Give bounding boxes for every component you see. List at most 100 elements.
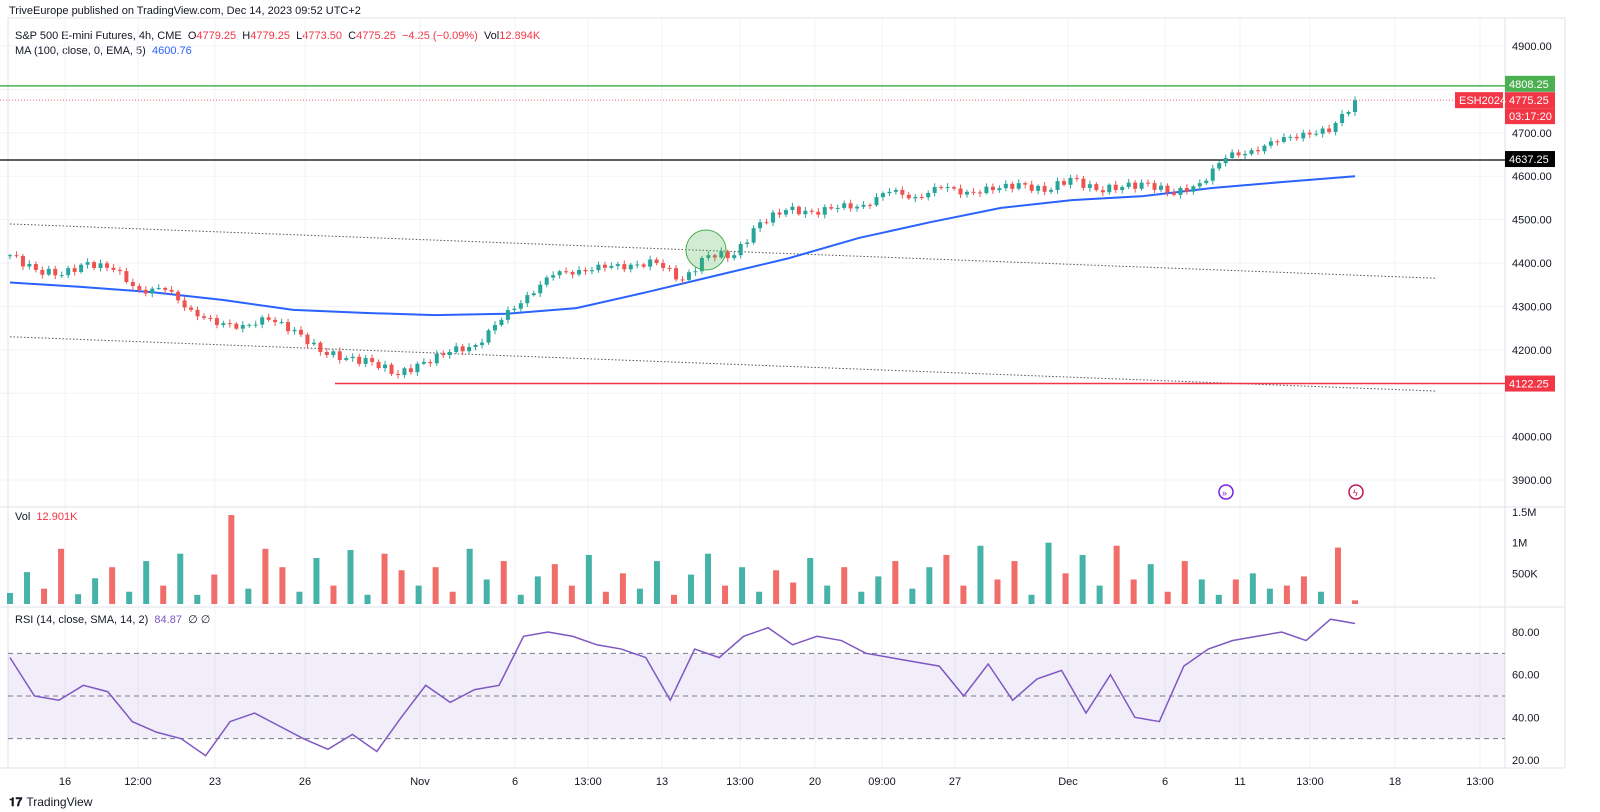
candle-body: [92, 262, 97, 268]
ma-legend[interactable]: MA (100, close, 0, EMA, 5) 4600.76: [15, 45, 192, 57]
vol-value: 12.894K: [499, 30, 541, 42]
candle-body: [1268, 141, 1273, 146]
candle-body: [1139, 182, 1144, 189]
last-price-label: 4775.25: [1509, 95, 1549, 107]
time-tick: 23: [209, 776, 221, 788]
candle-body: [758, 222, 763, 229]
candle-body: [1301, 132, 1306, 139]
time-tick: 6: [512, 776, 518, 788]
volume-tick: 1M: [1512, 538, 1527, 550]
candle-body: [247, 324, 252, 326]
candle-body: [777, 212, 782, 215]
volume-legend[interactable]: Vol 12.901K: [15, 511, 77, 523]
candle-body: [227, 323, 232, 325]
candle-body: [253, 324, 258, 326]
candle-body: [486, 330, 491, 343]
candle-body: [764, 222, 769, 224]
volume-bar: [585, 554, 592, 604]
candle-body: [790, 206, 795, 211]
volume-bar: [790, 582, 797, 604]
volume-bar: [824, 585, 831, 604]
resistance-price-label-bg: [1505, 75, 1555, 92]
candle-body: [143, 289, 148, 294]
symbol-name[interactable]: S&P 500 E-mini Futures, 4h, CME: [15, 30, 182, 42]
low-value: 4773.50: [302, 30, 343, 42]
candle-body: [557, 271, 562, 276]
volume-bar: [347, 550, 354, 604]
resistance-price-label: 4808.25: [1509, 79, 1549, 91]
volume-bar: [143, 561, 150, 604]
volume-bar: [211, 574, 218, 604]
volume-bar: [41, 588, 48, 604]
tv-logo-icon: 𝟏𝟕: [9, 795, 23, 809]
candle-body: [286, 322, 291, 332]
volume-bar: [194, 594, 201, 604]
price-tick: 4600.00: [1512, 171, 1552, 183]
candle-body: [1171, 192, 1176, 195]
volume-bar: [773, 570, 780, 604]
candle-body: [1146, 182, 1151, 184]
volume-bar: [892, 561, 899, 604]
volume-bar: [875, 576, 882, 604]
volume-bar: [24, 572, 31, 604]
candle-body: [1049, 189, 1054, 192]
open-value: 4779.25: [196, 30, 237, 42]
tradingview-logo[interactable]: 𝟏𝟕 TradingView: [9, 795, 92, 809]
candle-body: [163, 288, 168, 290]
candle-body: [1314, 133, 1319, 135]
volume-bar: [58, 548, 65, 604]
candle-body: [59, 275, 64, 277]
volume-bar: [1028, 594, 1035, 604]
candle-body: [893, 189, 898, 192]
countdown-label: 03:17:20: [1509, 111, 1552, 123]
candle-body: [926, 192, 931, 198]
candle-body: [305, 334, 310, 345]
candle-body: [518, 303, 523, 309]
candle-body: [480, 342, 485, 346]
candle-body: [680, 279, 685, 281]
candle-body: [1243, 154, 1248, 156]
candle-body: [240, 325, 245, 329]
candle-body: [46, 268, 51, 275]
price-tick: 4200.00: [1512, 345, 1552, 357]
volume-bar: [262, 548, 269, 604]
candle-body: [279, 322, 284, 324]
candle-body: [725, 251, 730, 259]
price-tick: 4700.00: [1512, 128, 1552, 140]
candle-body: [745, 242, 750, 245]
rsi-line: [9, 618, 1356, 757]
close-label: C: [348, 30, 357, 42]
candle-body: [919, 197, 924, 199]
time-tick: 11: [1234, 776, 1245, 788]
candle-body: [189, 307, 194, 310]
candle-body: [1120, 187, 1125, 191]
candle-body: [932, 186, 937, 193]
candle-body: [499, 319, 504, 326]
volume-bar: [1215, 594, 1222, 604]
candle-body: [667, 267, 672, 269]
rsi-legend[interactable]: RSI (14, close, SMA, 14, 2) 84.87 ∅ ∅: [15, 613, 210, 626]
candle-body: [350, 356, 355, 359]
candle-body: [835, 207, 840, 209]
candle-body: [971, 191, 976, 193]
candle-body: [1333, 123, 1338, 132]
symbol-tag-label-bg: [1455, 92, 1503, 109]
rsi-label: RSI (14, close, SMA, 14, 2): [15, 614, 149, 626]
candle-body: [14, 255, 19, 257]
volume-bar: [858, 591, 865, 604]
candle-body: [1249, 150, 1254, 155]
candle-body: [1081, 178, 1086, 188]
volume-bar: [1096, 585, 1103, 604]
candle-body: [104, 263, 109, 268]
candle-body: [1281, 137, 1286, 142]
candle-body: [699, 257, 704, 272]
candle-body: [111, 267, 116, 270]
volume-bar: [381, 553, 388, 604]
volume-tick: 1.5M: [1512, 507, 1536, 519]
candle-body: [1094, 184, 1099, 191]
candle-body: [1178, 188, 1183, 195]
candle-body: [952, 187, 957, 189]
candle-body: [1197, 183, 1202, 187]
volume-bar: [705, 553, 712, 604]
